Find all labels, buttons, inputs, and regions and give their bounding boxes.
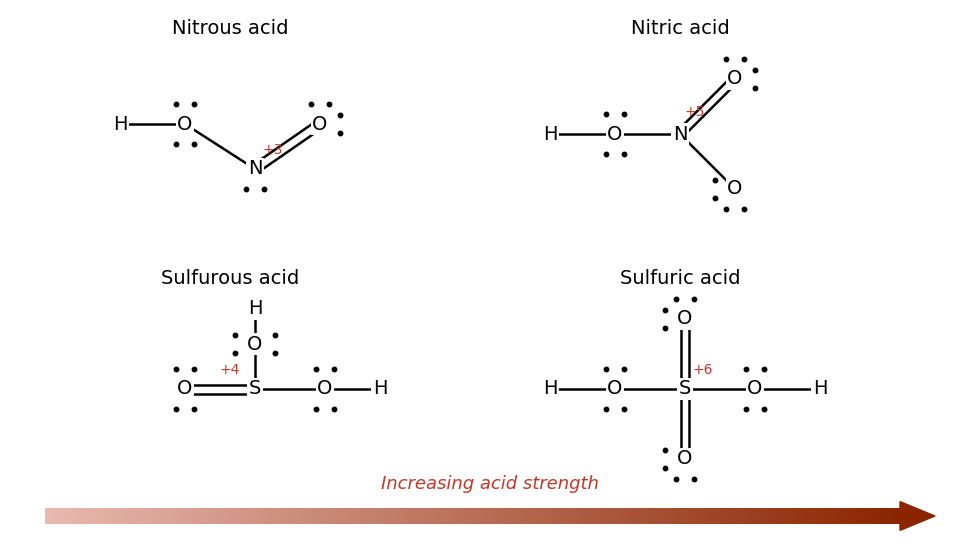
Text: O: O <box>607 379 623 398</box>
Text: +5: +5 <box>685 105 705 119</box>
Text: O: O <box>317 379 332 398</box>
Text: O: O <box>678 310 692 329</box>
Text: H: H <box>113 115 128 134</box>
Text: +3: +3 <box>263 143 284 157</box>
Text: Increasing acid strength: Increasing acid strength <box>381 475 599 493</box>
Text: Nitrous acid: Nitrous acid <box>172 19 289 38</box>
Text: H: H <box>543 379 558 398</box>
Text: S: S <box>249 379 261 398</box>
Text: O: O <box>727 179 743 198</box>
Text: O: O <box>727 69 743 89</box>
Text: Sulfurous acid: Sulfurous acid <box>161 269 299 289</box>
Text: O: O <box>248 335 262 353</box>
Text: H: H <box>813 379 827 398</box>
Text: O: O <box>747 379 762 398</box>
Text: H: H <box>543 125 558 143</box>
Polygon shape <box>900 501 935 530</box>
Text: N: N <box>673 125 687 143</box>
Text: +6: +6 <box>693 363 714 377</box>
Text: N: N <box>248 160 262 178</box>
Text: O: O <box>312 115 328 134</box>
Text: Sulfuric acid: Sulfuric acid <box>620 269 740 289</box>
Text: Nitric acid: Nitric acid <box>631 19 729 38</box>
Text: H: H <box>372 379 387 398</box>
Text: +4: +4 <box>220 363 241 377</box>
Text: O: O <box>607 125 623 143</box>
Text: H: H <box>248 300 262 319</box>
Text: O: O <box>678 449 692 469</box>
Text: O: O <box>177 379 193 398</box>
Text: S: S <box>679 379 691 398</box>
Text: O: O <box>177 115 193 134</box>
